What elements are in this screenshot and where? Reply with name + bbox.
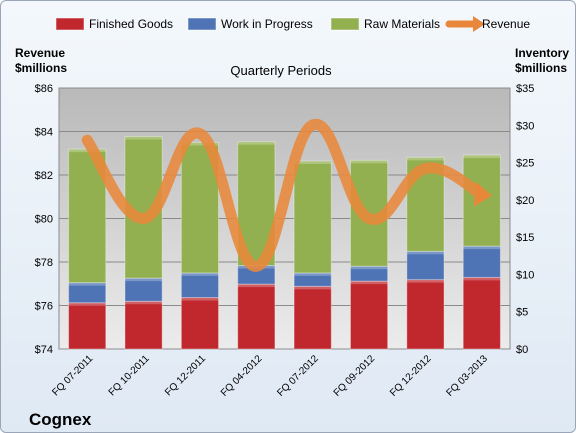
bar-highlight xyxy=(68,302,106,306)
legend-swatch xyxy=(55,17,85,31)
bar-finished-goods xyxy=(293,285,332,350)
bar-highlight xyxy=(294,161,332,165)
bar-work-in-progress xyxy=(406,250,445,281)
bar-highlight xyxy=(237,284,275,288)
right-axis-unit: $millions xyxy=(515,61,567,75)
revenue-arrowhead xyxy=(473,181,492,207)
bar-highlight xyxy=(294,272,332,276)
legend-swatch xyxy=(330,17,360,31)
bar-finished-goods xyxy=(124,300,163,350)
left-tick-label: $86 xyxy=(35,83,53,95)
bars-group xyxy=(68,135,501,350)
left-tick-label: $82 xyxy=(35,170,53,182)
bar-highlight xyxy=(406,251,445,255)
left-axis-ticks: $74 $76 $78 $80 $82 $84 $86 xyxy=(35,83,53,356)
company-name: Cognex xyxy=(29,410,92,429)
bar-raw-materials xyxy=(293,160,332,274)
bar-highlight xyxy=(406,279,445,283)
left-tick-label: $74 xyxy=(35,344,53,356)
bar-highlight xyxy=(124,278,163,282)
legend-item: Revenue xyxy=(445,16,530,32)
left-tick-label: $80 xyxy=(35,214,53,226)
legend-label: Revenue xyxy=(482,17,530,31)
legend-arrow-icon xyxy=(473,16,485,32)
bar-highlight xyxy=(406,157,445,161)
bar-work-in-progress xyxy=(68,282,107,304)
left-tick-label: $84 xyxy=(35,127,53,139)
right-axis-ticks: $0 $5 $10 $15 $20 $25 $30 $35 xyxy=(516,83,534,356)
bar-work-in-progress xyxy=(462,245,501,278)
bar-finished-goods xyxy=(68,302,107,350)
x-tick-label: FQ 07-2011 xyxy=(50,353,95,398)
right-tick-label: $5 xyxy=(516,307,528,319)
x-tick-label: FQ 12-2011 xyxy=(163,353,208,398)
legend: Finished Goods Work in Progress Raw Materi… xyxy=(55,16,530,32)
legend-item: Finished Goods xyxy=(55,17,173,31)
x-tick-label: FQ 12-2012 xyxy=(388,353,434,399)
right-tick-label: $25 xyxy=(516,158,534,170)
right-tick-label: $35 xyxy=(516,83,534,95)
legend-item: Raw Materials xyxy=(330,17,440,31)
bar-finished-goods xyxy=(406,279,445,350)
legend-label: Work in Progress xyxy=(221,17,313,31)
bar-highlight xyxy=(463,277,501,281)
x-tick-label: FQ 10-2011 xyxy=(107,353,152,398)
right-tick-label: $20 xyxy=(516,195,534,207)
left-axis-title: Revenue xyxy=(15,46,65,60)
legend-label: Finished Goods xyxy=(89,17,173,31)
bar-finished-goods xyxy=(462,276,501,350)
bar-highlight xyxy=(463,246,501,250)
bar-highlight xyxy=(181,272,219,276)
x-tick-label: FQ 03-2013 xyxy=(444,353,490,399)
bar-work-in-progress xyxy=(124,277,163,302)
bar-finished-goods xyxy=(349,280,389,350)
legend-item: Work in Progress xyxy=(187,17,313,31)
left-tick-label: $76 xyxy=(35,301,53,313)
right-tick-label: $15 xyxy=(516,232,534,244)
bar-highlight xyxy=(350,266,388,270)
bar-highlight xyxy=(463,155,501,159)
bar-highlight xyxy=(294,286,332,290)
x-tick-label: FQ 04-2012 xyxy=(219,353,265,399)
bar-highlight xyxy=(181,142,219,146)
chart-subtitle: Quarterly Periods xyxy=(230,63,332,78)
bar-highlight xyxy=(350,281,388,285)
bar-highlight xyxy=(124,301,163,305)
right-tick-label: $0 xyxy=(516,344,528,356)
x-tick-label: FQ 07-2012 xyxy=(275,353,321,399)
revenue-line-group xyxy=(81,119,492,272)
bar-finished-goods xyxy=(237,283,276,350)
right-tick-label: $10 xyxy=(516,269,534,281)
bar-highlight xyxy=(350,160,388,164)
bar-highlight xyxy=(124,136,163,140)
x-tick-label: FQ 09-2012 xyxy=(332,353,378,399)
bar-highlight xyxy=(181,297,219,301)
bar-highlight xyxy=(237,141,275,145)
right-axis-title: Inventory xyxy=(515,46,569,60)
bar-highlight xyxy=(68,282,106,286)
bar-finished-goods xyxy=(180,297,220,350)
right-tick-label: $30 xyxy=(516,120,534,132)
revenue-line xyxy=(81,119,488,272)
x-axis-ticks: FQ 07-2011 FQ 10-2011 FQ 12-2011 FQ 04-2012… xyxy=(50,353,490,399)
bar-work-in-progress xyxy=(180,272,220,299)
legend-swatch xyxy=(187,17,217,31)
legend-label: Raw Materials xyxy=(364,17,440,31)
left-tick-label: $78 xyxy=(35,257,53,269)
left-axis-unit: $millions xyxy=(15,61,67,75)
